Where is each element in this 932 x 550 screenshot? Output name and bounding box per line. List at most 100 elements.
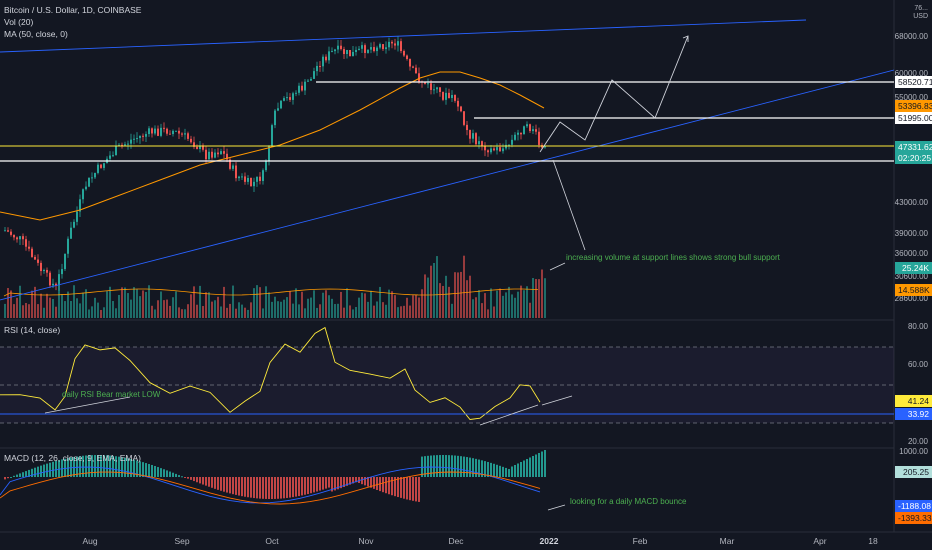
volume-bar bbox=[355, 307, 357, 318]
macd-hist-bar bbox=[514, 465, 516, 477]
candle-body bbox=[190, 138, 192, 143]
volume-bar bbox=[304, 308, 306, 318]
candle-body bbox=[7, 230, 9, 232]
macd-hist-bar bbox=[253, 477, 255, 499]
volume-bar bbox=[412, 295, 414, 318]
macd-hist-bar bbox=[196, 477, 198, 483]
macd-hist-bar bbox=[346, 477, 348, 486]
volume-bar bbox=[469, 275, 471, 318]
candle-body bbox=[283, 98, 285, 101]
candle-body bbox=[382, 44, 384, 50]
volume-bar bbox=[394, 295, 396, 318]
volume-bar bbox=[166, 299, 168, 318]
volume-bar bbox=[139, 296, 141, 318]
macd-hist-bar bbox=[331, 477, 333, 492]
macd-hist-bar bbox=[262, 477, 264, 499]
macd-hist-bar bbox=[442, 455, 444, 477]
time-label: Mar bbox=[719, 536, 735, 546]
volume-bar bbox=[382, 302, 384, 318]
candle-body bbox=[454, 95, 456, 101]
candle-body bbox=[355, 49, 357, 53]
macd-hist-bar bbox=[328, 477, 330, 488]
volume-bar bbox=[403, 305, 405, 318]
macd-hist-bar bbox=[40, 465, 42, 477]
candle-body bbox=[55, 283, 57, 286]
macd-hist-bar bbox=[373, 477, 375, 489]
volume-bar bbox=[331, 298, 333, 318]
price-tick: 30600.00 bbox=[894, 272, 928, 281]
candle-body bbox=[451, 95, 453, 99]
price-tick: 60000.00 bbox=[894, 69, 928, 78]
rsi-pane bbox=[0, 326, 894, 426]
candle-body bbox=[247, 178, 249, 182]
candle-body bbox=[178, 130, 180, 134]
macd-hist-bar bbox=[43, 464, 45, 477]
candle-body bbox=[301, 85, 303, 91]
volume-bar bbox=[115, 308, 117, 318]
candle-body bbox=[316, 65, 318, 72]
volume-bar bbox=[187, 304, 189, 318]
volume-bar bbox=[319, 304, 321, 318]
time-label: Aug bbox=[82, 536, 98, 546]
candle-body bbox=[208, 151, 210, 160]
candle-body bbox=[250, 178, 252, 187]
volume-bar bbox=[238, 302, 240, 318]
candle-body bbox=[361, 45, 363, 49]
candle-body bbox=[322, 56, 324, 67]
volume-bar bbox=[490, 288, 492, 318]
candle-body bbox=[424, 82, 426, 84]
volume-tag: 25.24K bbox=[895, 262, 932, 274]
macd-hist-bar bbox=[19, 473, 21, 477]
candle-body bbox=[484, 145, 486, 151]
macd-hist-bar bbox=[409, 477, 411, 501]
candle-body bbox=[409, 59, 411, 67]
candle-body bbox=[262, 170, 264, 181]
volume-bar bbox=[337, 303, 339, 318]
macd-hist-bar bbox=[58, 460, 60, 477]
projection-path bbox=[539, 35, 689, 153]
candle-body bbox=[91, 177, 93, 179]
volume-bar bbox=[517, 291, 519, 318]
candle-body bbox=[157, 128, 159, 136]
macd-hist-bar bbox=[439, 455, 441, 477]
macd-hist-bar bbox=[298, 477, 300, 497]
volume-bar bbox=[97, 302, 99, 318]
macd-hist-bar bbox=[103, 455, 105, 477]
volume-bar bbox=[52, 299, 54, 318]
candle-body bbox=[127, 143, 129, 145]
macd-hist-bar bbox=[64, 458, 66, 477]
currency-label: 76... USD bbox=[913, 5, 928, 20]
volume-bar bbox=[340, 291, 342, 318]
volume-bar bbox=[448, 286, 450, 318]
volume-bar bbox=[466, 280, 468, 318]
volume-bar bbox=[244, 307, 246, 318]
candle-body bbox=[427, 83, 429, 85]
volume-bar bbox=[181, 309, 183, 318]
volume-bar bbox=[28, 304, 30, 318]
macd-hist-bar bbox=[283, 477, 285, 499]
volume-bar bbox=[268, 292, 270, 318]
volume-bar bbox=[124, 287, 126, 318]
macd-hist-tag: 205.25 bbox=[895, 466, 932, 478]
macd-hist-bar bbox=[448, 455, 450, 477]
macd-hist-bar bbox=[256, 477, 258, 499]
volume-bar bbox=[274, 296, 276, 318]
candle-body bbox=[415, 67, 417, 74]
candle-body bbox=[367, 49, 369, 53]
macd-hist-bar bbox=[28, 469, 30, 477]
volume-bar bbox=[376, 301, 378, 318]
last-price-tag: 47331.62 bbox=[895, 141, 932, 153]
macd-hist-bar bbox=[223, 477, 225, 492]
candle-body bbox=[391, 41, 393, 44]
candle-body bbox=[46, 269, 48, 273]
macd-hist-bar bbox=[478, 459, 480, 477]
macd-hist-bar bbox=[394, 477, 396, 497]
volume-bar bbox=[379, 286, 381, 318]
macd-hist-bar bbox=[292, 477, 294, 498]
rsi-tick: 80.00 bbox=[907, 322, 928, 331]
candle-body bbox=[235, 165, 237, 179]
candle-body bbox=[229, 159, 231, 169]
candle-body bbox=[340, 45, 342, 50]
candle-body bbox=[529, 124, 531, 132]
